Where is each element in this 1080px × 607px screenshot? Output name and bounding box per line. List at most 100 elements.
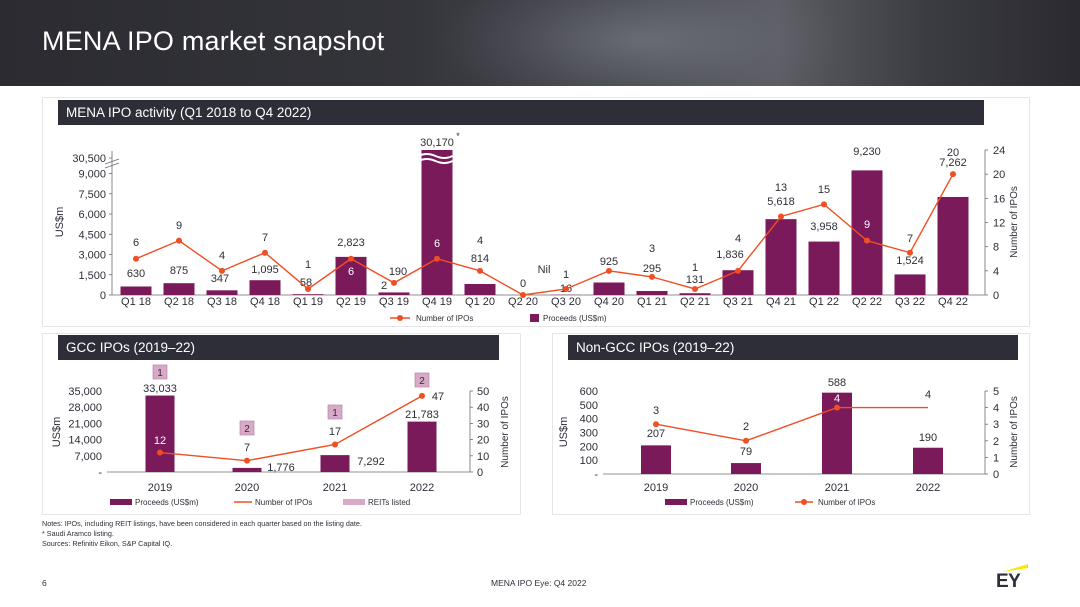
ipo-count-data-label: 12 — [154, 435, 166, 447]
legend-label: Number of IPOs — [416, 314, 473, 323]
proceeds-bar — [206, 290, 238, 295]
ipo-count-point — [133, 255, 139, 262]
proceeds-data-label: 295 — [643, 263, 661, 275]
y2-tick-label: 0 — [993, 469, 999, 481]
legend-label: Proceeds (US$m) — [690, 498, 754, 507]
proceeds-bar — [894, 274, 926, 295]
proceeds-data-label: 30,170 — [420, 137, 454, 149]
proceeds-bar — [937, 196, 969, 295]
aramco-footnote-mark: * — [456, 131, 460, 141]
y-axis-title: US$m — [51, 417, 63, 448]
y2-tick-label: 40 — [477, 402, 489, 414]
proceeds-data-label: 79 — [740, 446, 752, 458]
proceeds-bar — [335, 256, 367, 295]
proceeds-data-label: 5,618 — [767, 196, 795, 208]
y2-tick-label: 1 — [993, 452, 999, 464]
ipo-count-data-label: 7 — [244, 442, 250, 454]
y2-tick-label: 0 — [993, 290, 999, 302]
proceeds-data-label: 131 — [686, 274, 704, 286]
notes-line: Notes: IPOs, including REIT listings, ha… — [42, 519, 362, 528]
non-gcc-title: Non-GCC IPOs (2019–22) — [568, 335, 1018, 360]
x-category-label: Q2 20 — [508, 296, 538, 308]
ipo-count-point — [743, 437, 749, 444]
x-category-label: Q3 21 — [723, 296, 753, 308]
ey-logo-beam-icon — [1002, 564, 1028, 572]
proceeds-bar — [407, 421, 437, 472]
ipo-count-data-label: 7 — [262, 232, 268, 244]
x-category-label: Q1 21 — [637, 296, 667, 308]
x-category-label: 2021 — [323, 482, 347, 494]
y-tick-label: 200 — [580, 441, 598, 453]
y2-axis-title: Number of IPOs — [500, 396, 511, 468]
header-background-glow — [430, 0, 850, 86]
legend-label: Number of IPOs — [818, 498, 875, 507]
x-category-label: 2021 — [825, 482, 849, 494]
y2-tick-label: 3 — [993, 419, 999, 431]
y2-tick-label: 5 — [993, 386, 999, 398]
ipo-count-data-label: 15 — [818, 184, 830, 196]
y-tick-label: 400 — [580, 414, 598, 426]
ipo-count-line — [135, 173, 954, 296]
y-tick-label: 600 — [580, 386, 598, 398]
x-category-label: 2019 — [644, 482, 668, 494]
y-tick-label: 30,500 — [72, 153, 106, 165]
ipo-count-data-label: 4 — [735, 233, 741, 245]
legend-reit-swatch — [343, 499, 365, 505]
ipo-count-point — [477, 267, 483, 274]
legend-bar-swatch — [530, 314, 539, 322]
x-category-label: Q1 18 — [121, 296, 151, 308]
header-banner: MENA IPO market snapshot — [0, 0, 1080, 86]
proceeds-bar — [249, 280, 281, 295]
y2-axis-title: Number of IPOs — [1009, 186, 1020, 258]
y-axis-title: US$m — [558, 417, 570, 448]
page-title: MENA IPO market snapshot — [42, 26, 385, 56]
ipo-count-point — [391, 279, 397, 286]
x-category-label: Q1 22 — [809, 296, 839, 308]
ipo-count-data-label: 9 — [864, 219, 870, 231]
y2-tick-label: 30 — [477, 418, 489, 430]
footer-text: MENA IPO Eye: Q4 2022 — [491, 578, 587, 588]
x-category-label: Q2 22 — [852, 296, 882, 308]
reit-badge-label: 1 — [332, 408, 338, 419]
proceeds-bar — [808, 241, 840, 295]
proceeds-data-label: 207 — [647, 428, 665, 440]
proceeds-bar — [765, 219, 797, 295]
x-category-label: Q4 18 — [250, 296, 280, 308]
x-category-label: Q4 22 — [938, 296, 968, 308]
proceeds-data-label: 875 — [170, 265, 188, 277]
proceeds-bar — [913, 447, 943, 474]
ipo-count-point — [520, 292, 526, 298]
x-category-label: Q3 22 — [895, 296, 925, 308]
y2-tick-label: 2 — [993, 436, 999, 448]
legend-line-marker — [801, 499, 807, 505]
notes: Notes: IPOs, including REIT listings, ha… — [42, 519, 362, 549]
ipo-count-point — [649, 273, 655, 280]
proceeds-bar — [292, 294, 324, 295]
x-category-label: 2019 — [148, 482, 172, 494]
proceeds-data-label: 588 — [828, 377, 846, 389]
bar-break-mark — [418, 153, 453, 164]
ipo-count-point — [244, 457, 250, 464]
proceeds-data-label: 7,292 — [357, 456, 385, 468]
proceeds-data-label: 2,823 — [337, 237, 365, 249]
proceeds-bar — [421, 150, 453, 295]
ipo-count-point — [653, 421, 659, 428]
ipo-count-line — [159, 395, 423, 462]
ipo-count-data-label: 4 — [219, 250, 225, 262]
proceeds-bar — [722, 270, 754, 295]
reit-badge — [327, 404, 343, 420]
y2-axis-title: Number of IPOs — [1009, 396, 1020, 468]
y-tick-label: 1,500 — [78, 270, 106, 282]
x-category-label: Q1 19 — [293, 296, 323, 308]
x-category-label: 2020 — [734, 482, 758, 494]
ipo-count-data-label: 17 — [329, 426, 341, 438]
ipo-count-data-label: 20 — [947, 147, 959, 159]
x-category-label: Q2 19 — [336, 296, 366, 308]
reit-badge — [152, 364, 168, 380]
y2-tick-label: 8 — [993, 242, 999, 254]
y-tick-label: 6,000 — [78, 209, 106, 221]
proceeds-data-label: 925 — [600, 256, 618, 268]
proceeds-bar — [679, 293, 711, 295]
